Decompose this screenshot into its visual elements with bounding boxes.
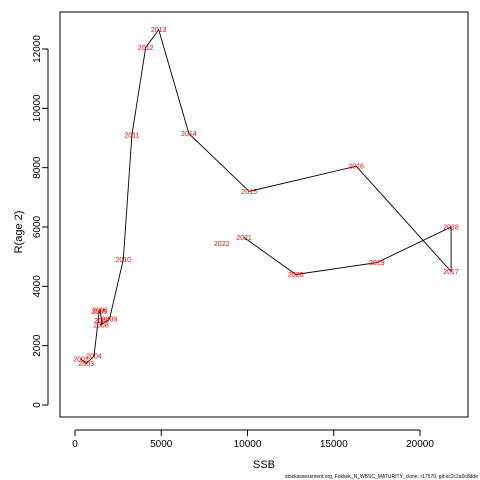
y-axis-title: R(age 2): [13, 211, 25, 254]
y-tick-label: 0: [32, 402, 43, 408]
year-label-2008: 2008: [93, 322, 109, 329]
y-tick-label: 6000: [32, 215, 43, 238]
y-tick-label: 2000: [32, 334, 43, 357]
year-label-2009: 2009: [102, 316, 118, 323]
plot-box: [59, 11, 469, 418]
x-axis-title: SSB: [253, 459, 275, 471]
x-tick-label: 0: [72, 439, 78, 450]
year-label-2003: 2003: [78, 361, 94, 368]
y-axis: 0 2000 4000 6000 8000 10000 12000: [32, 35, 49, 408]
y-tick-label: 4000: [32, 275, 43, 298]
source-note: stockassessment.org, Fokkek_N_WBSC_MATUR…: [285, 474, 478, 480]
year-label-2006: 2006: [92, 308, 108, 315]
y-tick-label: 10000: [32, 94, 43, 122]
year-label-2004: 2004: [86, 354, 102, 361]
year-label-2015: 2015: [241, 189, 257, 196]
year-label-2010: 2010: [116, 257, 132, 264]
year-label-2021: 2021: [236, 235, 252, 242]
year-label-2014: 2014: [181, 131, 197, 138]
year-label-2012: 2012: [138, 45, 154, 52]
year-label-2018: 2018: [443, 225, 459, 232]
x-tick-label: 10000: [234, 439, 262, 450]
x-axis: 0 5000 10000 15000 20000: [72, 429, 434, 450]
year-label-2005: 2005: [91, 309, 107, 316]
y-tick-label: 12000: [32, 35, 43, 63]
x-tick-label: 5000: [150, 439, 173, 450]
year-label-2002: 2002: [73, 357, 89, 364]
year-label-2020: 2020: [288, 272, 304, 279]
x-tick-label: 20000: [406, 439, 434, 450]
year-label-2019: 2019: [369, 260, 385, 267]
year-label-2007: 2007: [94, 318, 110, 325]
year-label-2011: 2011: [124, 133, 139, 140]
year-label-2017: 2017: [443, 269, 459, 276]
y-tick-label: 8000: [32, 156, 43, 179]
year-label-2022: 2022: [214, 241, 230, 248]
year-label-2016: 2016: [348, 164, 364, 171]
year-label-2013: 2013: [151, 27, 167, 34]
trajectory-line: [80, 28, 452, 365]
trajectory-series: [80, 28, 452, 365]
x-tick-label: 15000: [320, 439, 348, 450]
